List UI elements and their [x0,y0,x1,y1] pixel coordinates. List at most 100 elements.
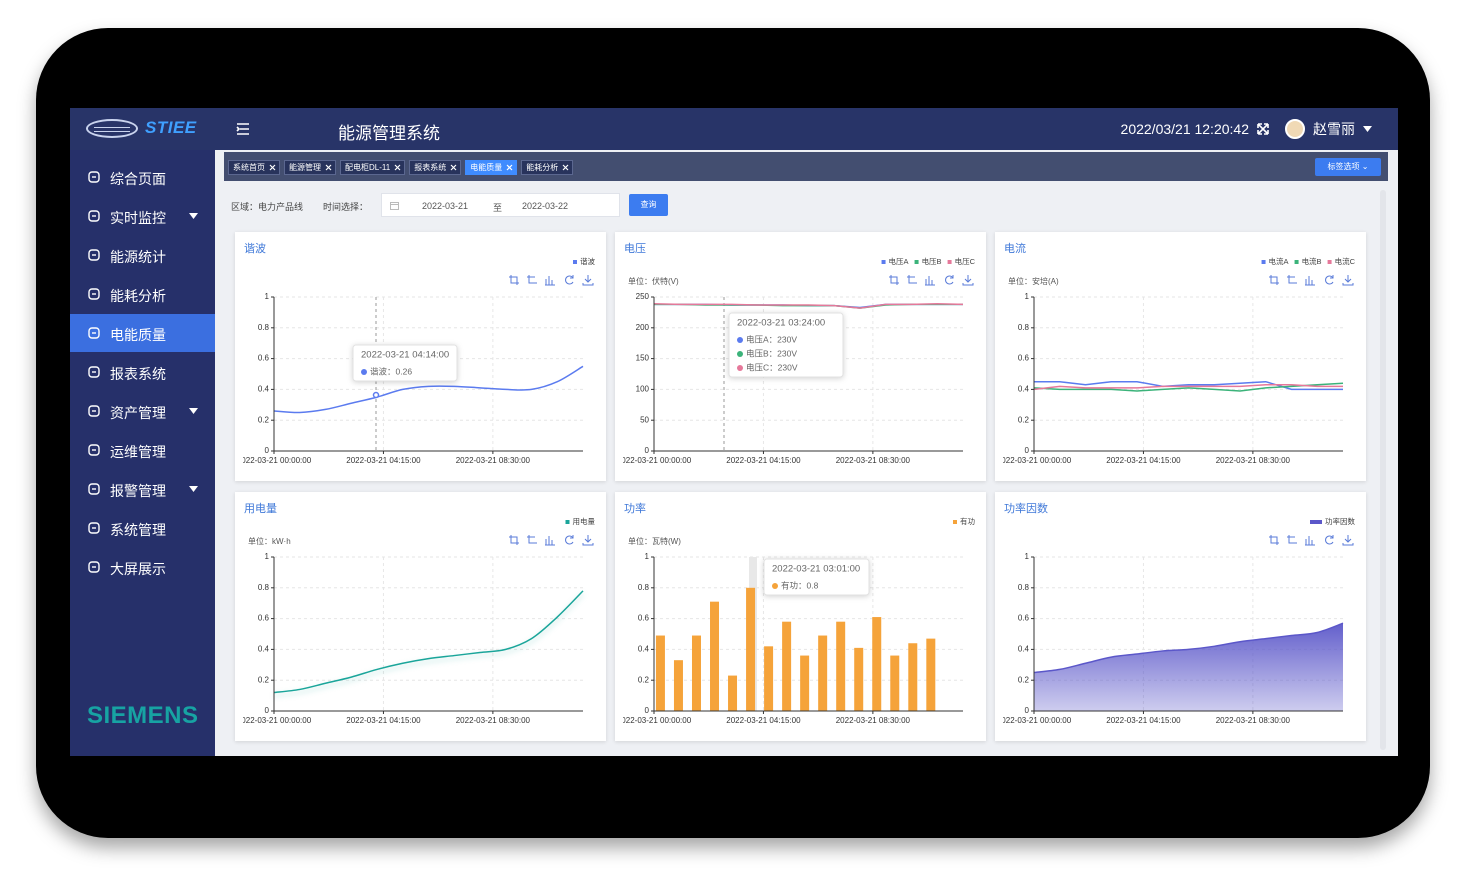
menu-item[interactable]: 实时监控 [70,197,215,235]
toolbox-icon[interactable] [945,275,954,285]
user-name[interactable]: 赵雪丽 [1313,121,1355,137]
y-tick-label: 0.4 [258,385,270,394]
tooltip-item: 电压C：230V [746,362,798,372]
menu-label: 综合页面 [110,171,166,187]
chart-title: 用电量 [244,502,277,515]
toolbox-icon[interactable] [1325,535,1334,545]
app-title: 能源管理系统 [338,124,440,143]
y-tick-label: 1 [265,552,270,561]
toolbox-icon[interactable] [1269,275,1279,285]
y-tick-label: 0.6 [1018,614,1030,623]
avatar[interactable] [1285,119,1305,139]
bar [890,655,900,711]
tooltip-dot [361,369,367,375]
area-label: 区域：电力产品线 [231,202,304,212]
toolbox-icon[interactable] [582,535,594,546]
menu-item[interactable]: 报表系统 [70,353,215,391]
x-tick-label: 2022-03-21 04:15:00 [726,716,801,725]
tab-options-button[interactable]: 标签选项 ⌄ [1315,158,1381,176]
toolbox-icon[interactable] [545,536,555,546]
menu-item[interactable]: 系统管理 [70,509,215,547]
query-button[interactable]: 查询 [629,194,668,216]
menu-item[interactable]: 能耗分析 [70,275,215,313]
chart-panel: 电流 单位：安培(A) 电流C 电流B 电流A 0 0.2 0.4 0.6 0.8 1 2022-03… [995,232,1366,481]
toolbox-icon[interactable] [1342,535,1354,546]
toolbox-icon[interactable] [565,275,574,285]
menu-item[interactable]: 电能质量 [70,314,215,352]
legend-symbol [565,520,570,524]
tab-close[interactable] [450,164,457,171]
line [1033,622,1344,674]
icon-shape [88,366,100,378]
tab-close[interactable] [506,164,513,171]
menu-item[interactable]: 运维管理 [70,431,215,469]
tab-label: 电能质量 [470,163,503,172]
icon-path [1342,275,1354,286]
icon-path [945,275,954,285]
tab[interactable]: 配电柜DL-11 [340,160,406,175]
legend-label: 电压C [955,256,976,266]
toolbox-icon[interactable] [962,275,974,286]
menu-item[interactable]: 综合页面 [70,158,215,196]
button-label: 标签选项 [1327,162,1360,171]
brand: SIEMENS [87,702,199,729]
icon-path [527,275,537,284]
close-icon [562,164,569,171]
toolbox-icon[interactable] [1305,276,1315,286]
icon-shape [88,327,100,339]
tooltip-item: 谐波：0.26 [370,366,412,376]
toolbox-icon[interactable] [1342,275,1354,286]
menu-label: 报警管理 [110,483,166,499]
x-tick-label: 2022-03-21 00:00:00 [243,456,312,465]
logo-text: STIEE [145,118,197,137]
x-tick-label: 2022-03-21 08:30:00 [456,716,531,725]
icon-path [1325,535,1334,545]
tab-close[interactable] [269,164,276,171]
tab[interactable]: 能耗分析 [521,160,574,175]
tab[interactable]: 能源管理 [284,160,336,175]
toolbox-icon[interactable] [565,535,574,545]
y-tick-label: 0.8 [258,583,270,592]
line [1034,380,1343,391]
icon-shape [88,405,100,417]
menu-item[interactable]: 能源统计 [70,236,215,274]
date-range[interactable]: 2022-03-21 至 2022-03-22 [381,193,620,217]
menu-label: 实时监控 [110,210,166,226]
menu-item[interactable]: 资产管理 [70,392,215,430]
submenu-caret [189,486,198,492]
tab-close[interactable] [562,164,569,171]
tab[interactable]: 报表系统 [409,160,462,175]
menu-toggle[interactable] [236,123,250,135]
menu-icon [88,561,100,573]
legend-symbol [1261,260,1266,264]
toolbox-icon[interactable] [1305,536,1315,546]
toolbox-icon[interactable] [1287,275,1297,284]
fullscreen-button[interactable] [1257,123,1269,135]
toolbox-icon[interactable] [527,535,537,544]
tab[interactable]: 系统首页 [228,160,280,175]
menu-item[interactable]: 大屏展示 [70,548,215,586]
menu-icon [88,171,100,183]
toolbox-icon[interactable] [1269,535,1279,545]
toolbox-icon[interactable] [889,275,899,285]
toolbox-icon[interactable] [1287,535,1297,544]
user-caret[interactable] [1363,126,1372,132]
toolbox-icon[interactable] [582,275,594,286]
tab-close[interactable] [325,164,332,171]
menu-item[interactable]: 报警管理 [70,470,215,508]
tab[interactable]: 电能质量 [465,160,518,175]
legend-label: 电流A [1269,256,1289,266]
toolbox-icon[interactable] [509,535,519,545]
line [273,590,584,694]
toolbox-icon[interactable] [907,275,917,284]
toolbox-icon[interactable] [925,276,935,286]
toolbox-icon[interactable] [509,275,519,285]
tab-close[interactable] [394,164,401,171]
unit-label: 单位：安培(A) [1008,276,1059,286]
toolbox-icon[interactable] [527,275,537,284]
toolbox-icon[interactable] [1325,275,1334,285]
legend-symbol [1294,260,1299,264]
toolbox-icon[interactable] [545,276,555,286]
